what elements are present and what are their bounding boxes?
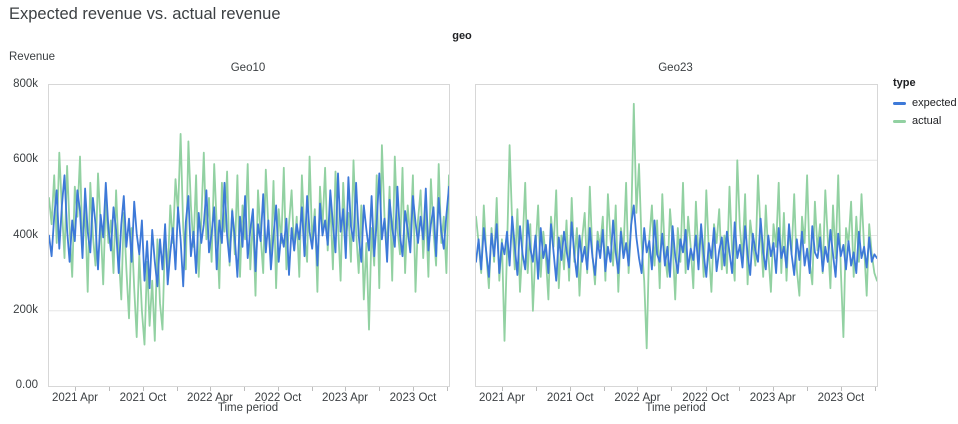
legend-item-expected[interactable]: expected: [893, 97, 957, 109]
facet-field-label: geo: [452, 30, 472, 42]
x-tick-label: 2021 Apr: [51, 392, 99, 404]
legend-items: expected actual: [893, 97, 957, 127]
y-tick-label: 600k: [13, 153, 38, 166]
legend-swatch-expected: [893, 101, 906, 105]
x-tick-label: 2023 Apr: [321, 392, 369, 404]
x-tick-mark: [772, 387, 774, 391]
plot-area-geo10[interactable]: [48, 84, 450, 387]
x-tick-mark: [570, 387, 572, 391]
legend-item-actual[interactable]: actual: [893, 115, 957, 127]
panel-title-geo10: Geo10: [230, 62, 266, 74]
y-axis-tick-labels: 800k 600k 400k 200k 0.00: [0, 78, 38, 391]
x-tick-mark: [671, 387, 673, 391]
legend-swatch-actual: [893, 119, 906, 123]
x-tick-label: 2022 Apr: [614, 392, 661, 404]
panel-title-geo23: Geo23: [658, 62, 693, 74]
y-tick-label: 400k: [13, 228, 38, 241]
x-axis-geo23: 2021 Apr 2021 Oct 2022 Apr 2022 Oct 2023 Apr…: [475, 386, 876, 406]
x-tick-label: 2021 Apr: [479, 392, 526, 404]
x-axis-geo10: 2021 Apr 2021 Oct 2022 Apr 2022 Oct 2023 Apr…: [48, 386, 448, 406]
plot-area-geo23[interactable]: [475, 84, 878, 387]
x-tick-label: 2022 Oct: [254, 392, 302, 404]
actual-line: [49, 133, 449, 346]
y-axis-title: Revenue: [9, 51, 56, 63]
x-tick-mark: [413, 387, 414, 391]
x-tick-mark: [143, 387, 144, 391]
y-tick-label: 800k: [13, 78, 38, 90]
x-tick-mark: [739, 387, 741, 391]
x-tick-label: 2023 Oct: [817, 392, 865, 404]
x-tick-mark: [840, 387, 842, 391]
chart-title: Expected revenue vs. actual revenue: [9, 5, 281, 23]
x-tick-mark: [874, 387, 876, 391]
legend-label-expected: expected: [912, 97, 957, 109]
legend-label-actual: actual: [912, 115, 942, 127]
x-tick-mark: [278, 387, 279, 391]
legend: type expected actual: [893, 77, 957, 133]
facet-panel-geo23: Geo23 2021 Apr 2021 Oct 2022 Apr 2022 Oct 20…: [475, 62, 878, 414]
x-tick-label: 2023 Apr: [749, 392, 796, 404]
expected-line: [49, 172, 449, 290]
x-tick-mark: [244, 387, 245, 391]
x-tick-mark: [603, 387, 605, 391]
x-tick-label: 2023 Oct: [389, 392, 437, 404]
x-tick-mark: [446, 387, 448, 391]
y-tick-label: 0.00: [15, 379, 38, 391]
x-tick-label: 2021 Oct: [119, 392, 167, 404]
x-tick-mark: [75, 387, 76, 391]
x-tick-mark: [311, 387, 313, 391]
y-tick-label: 200k: [13, 303, 38, 316]
x-tick-mark: [176, 387, 178, 391]
x-axis-title-geo23: Time period: [645, 402, 706, 414]
legend-title: type: [893, 77, 916, 89]
x-tick-label: 2021 Oct: [546, 392, 594, 404]
facet-panel-geo10: Geo10 2021 Apr 2021 Oct 2022 Apr 2022 Oct 20…: [48, 62, 450, 414]
x-tick-label: 2022 Oct: [682, 392, 729, 404]
actual-line: [476, 102, 877, 350]
x-tick-mark: [536, 387, 538, 391]
x-tick-mark: [379, 387, 380, 391]
x-tick-mark: [109, 387, 110, 391]
x-tick-mark: [637, 387, 639, 391]
x-tick-mark: [345, 387, 346, 391]
x-tick-mark: [502, 387, 504, 391]
x-tick-mark: [210, 387, 211, 391]
x-tick-label: 2022 Apr: [186, 392, 234, 404]
x-tick-mark: [806, 387, 808, 391]
x-axis-title-geo10: Time period: [217, 402, 279, 414]
x-tick-mark: [705, 387, 707, 391]
expected-line: [476, 204, 877, 282]
